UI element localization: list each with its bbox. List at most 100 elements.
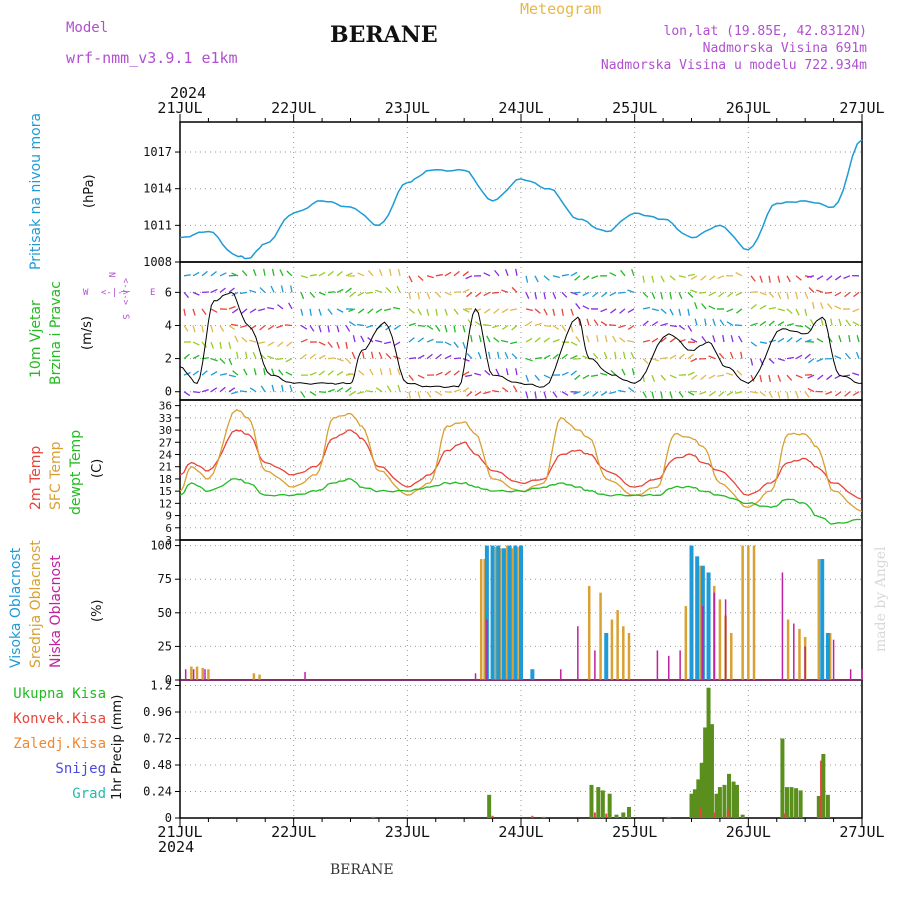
wind-arrow	[651, 292, 656, 300]
wind-arrow	[462, 357, 470, 362]
wind-arrow	[483, 291, 491, 297]
footer-station: BERANE	[330, 862, 394, 878]
wind-arrow	[701, 335, 707, 343]
wind-arrow	[210, 370, 218, 376]
wind-arrow	[786, 322, 794, 327]
wind-arrow	[491, 291, 500, 294]
wind-arrow	[590, 374, 599, 377]
wind-arrow	[345, 386, 352, 393]
wind-arrow	[651, 308, 659, 312]
wind-arrow	[630, 351, 635, 359]
wind-arrow	[464, 374, 473, 378]
wind-arrow	[361, 351, 365, 359]
wind-arrow	[572, 357, 581, 360]
cloud-high-bar	[501, 548, 506, 680]
wind-arrow	[192, 370, 200, 376]
wind-arrow	[708, 374, 716, 380]
precip-total-bar	[816, 795, 821, 818]
wind-arrow	[617, 389, 626, 393]
wind-arrow	[435, 308, 438, 316]
wind-arrow	[300, 324, 308, 330]
wind-arrow	[543, 292, 547, 300]
wind-arrow	[816, 358, 824, 363]
y-tick-label: 2	[165, 352, 172, 366]
wind-arrow	[795, 275, 802, 281]
wind-arrow	[365, 390, 374, 393]
wind-arrow	[795, 308, 800, 316]
wind-arrow	[240, 324, 248, 329]
year-top: 2024	[170, 84, 207, 102]
cloud-low-bar	[713, 592, 715, 680]
cloud-mid-bar	[258, 674, 261, 680]
wind-arrow	[525, 275, 529, 283]
wind-arrow	[417, 337, 425, 343]
y-tick-label: 6	[165, 285, 172, 299]
cloud-low-bar	[702, 606, 704, 680]
wind-arrow	[834, 305, 842, 310]
wind-arrow	[252, 351, 257, 359]
compass-ew-arrows: <-|->	[101, 288, 129, 298]
wind-arrow	[596, 335, 599, 343]
wind-arrow	[267, 355, 275, 360]
wind-arrow	[660, 322, 668, 327]
wind-arrow	[759, 304, 767, 310]
wind-arrow	[582, 391, 590, 397]
lonlat-info: lon,lat (19.85E, 42.8312N)	[663, 24, 868, 39]
wind-arrow	[478, 335, 482, 343]
wind-arrow	[543, 374, 551, 379]
legend-conv-rain: Konvek.Kisa	[13, 711, 106, 727]
x-tick-label-bottom: 24JUL	[498, 823, 543, 841]
wind-arrow	[687, 391, 695, 396]
wind-arrow	[357, 291, 365, 297]
wind-arrow	[453, 388, 461, 393]
wind-arrow	[495, 368, 500, 376]
wind-arrow	[453, 325, 456, 333]
wind-arrow	[817, 374, 824, 380]
wind-arrow	[219, 272, 227, 277]
precip-conv-bar	[713, 812, 716, 818]
wind-arrow	[408, 308, 415, 314]
precip-conv-bar	[726, 809, 729, 818]
wind-arrow	[759, 275, 763, 283]
x-tick-label-top: 23JUL	[385, 99, 430, 117]
wind-arrow	[844, 352, 851, 360]
wind-arrow	[511, 353, 518, 360]
wind-arrow	[525, 321, 533, 327]
cloud-low-bar	[184, 669, 187, 680]
wind-arrow	[604, 335, 608, 343]
wind-arrow	[309, 391, 317, 397]
wind-arrow	[852, 321, 860, 327]
wind-arrow	[708, 355, 716, 360]
temp-dewpt-label: dewpt Temp	[68, 429, 84, 515]
wind-arrow	[759, 291, 767, 296]
wind-arrow	[631, 368, 635, 376]
wind-arrow	[417, 292, 420, 300]
model-name: wrf-nmm_v3.9.1 e1km	[66, 49, 238, 67]
wind-arrow	[474, 372, 482, 376]
precip-total-bar	[784, 787, 789, 818]
cloud-mid-bar	[483, 559, 486, 680]
wind-arrow	[586, 318, 590, 326]
wind-arrow	[417, 308, 422, 316]
wind-arrow	[834, 275, 842, 281]
wind-arrow	[574, 374, 581, 381]
wind-arrow	[838, 318, 842, 326]
wind-arrow	[496, 351, 500, 359]
model-label: Model	[66, 20, 109, 36]
wind-arrow	[853, 291, 860, 298]
x-tick-label-bottom: 27JUL	[839, 823, 884, 841]
wind-axis-label-2: Brzina i Pravac	[48, 281, 64, 385]
wind-arrow	[570, 271, 578, 277]
wind-arrow	[804, 292, 809, 300]
wind-arrow	[678, 308, 682, 316]
wind-arrow	[592, 291, 599, 298]
cloud-high-bar	[513, 545, 518, 680]
wind-arrow	[718, 352, 725, 360]
wind-arrow	[855, 351, 860, 359]
wind-arrow	[575, 303, 581, 310]
cloud-mid-label: Srednja Oblacnost	[28, 540, 44, 668]
wind-arrow	[358, 370, 365, 376]
wind-arrow	[750, 322, 758, 327]
legend-total-rain: Ukupna Kisa	[13, 686, 106, 702]
wind-arrow	[737, 335, 743, 343]
